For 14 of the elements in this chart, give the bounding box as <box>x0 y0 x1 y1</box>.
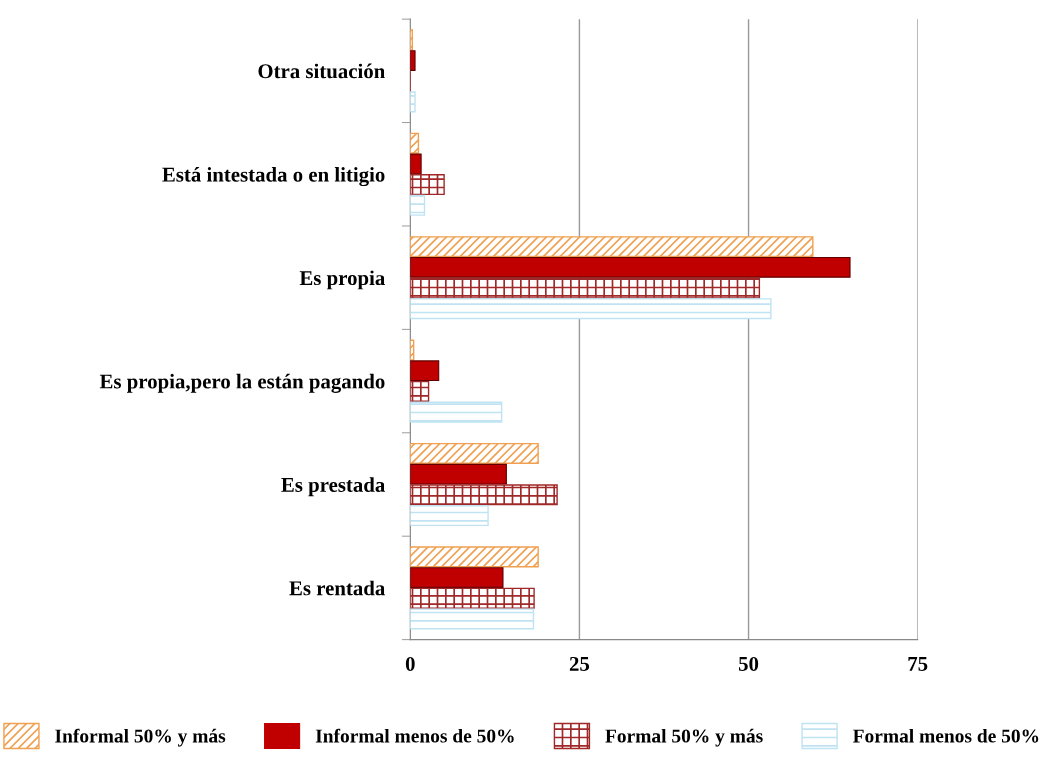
y-tick-label: Es rentada <box>289 580 385 596</box>
x-tick-label: 50 <box>738 656 759 671</box>
legend-label: Formal menos de 50% <box>852 728 1039 743</box>
y-tick-label: Otra situación <box>258 63 385 79</box>
x-tick-label: 75 <box>908 657 928 671</box>
y-tick-label: Es propia,pero la están pagando <box>99 373 385 393</box>
legend-label: Formal 50% y más <box>605 728 763 747</box>
y-tick-label: Es prestada <box>281 477 385 497</box>
x-tick-label: 25 <box>569 656 590 671</box>
y-tick-label: Está intestada o en litigio <box>162 167 385 187</box>
y-tick-label: Es propia <box>299 270 385 290</box>
x-tick-label: 0 <box>405 656 415 671</box>
legend-label: Informal menos de 50% <box>315 728 514 743</box>
legend-label: Informal 50% y más <box>55 728 226 747</box>
